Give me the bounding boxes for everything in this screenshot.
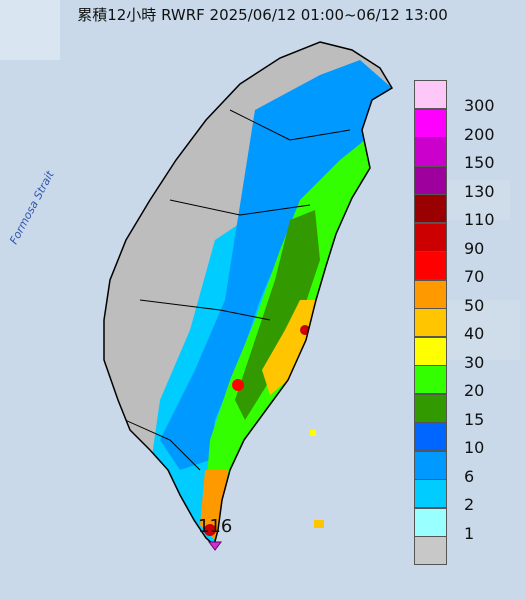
coastline <box>103 41 394 547</box>
legend-label: 130 <box>464 181 495 201</box>
legend-label: 50 <box>464 295 485 315</box>
legend-label: 150 <box>464 153 495 172</box>
legend-label: 70 <box>464 267 485 286</box>
legend-label: 20 <box>464 381 485 400</box>
legend-label: 110 <box>464 210 495 229</box>
legend-label: 90 <box>464 238 485 258</box>
legend-label: 200 <box>464 124 495 144</box>
county-border <box>139 299 271 321</box>
orchid-island-cell <box>314 520 324 528</box>
legend-swatch <box>414 251 447 280</box>
legend-swatch <box>414 393 447 423</box>
legend-swatch <box>414 137 447 166</box>
legend-swatch <box>414 279 447 309</box>
legend-swatch <box>414 80 447 109</box>
rain-band-50mm <box>200 470 228 540</box>
county-border <box>169 199 311 216</box>
legend-swatch <box>414 422 447 451</box>
legend-swatch <box>414 222 447 252</box>
legend-label: 30 <box>464 352 485 372</box>
legend-swatch <box>414 450 447 480</box>
legend-label: 40 <box>464 324 485 343</box>
legend-label: 6 <box>464 466 475 486</box>
legend-swatch <box>414 165 447 195</box>
legend-swatch <box>414 336 447 366</box>
triangle-marker-icon <box>208 541 222 551</box>
legend-label: 15 <box>464 409 485 429</box>
legend-label: 10 <box>464 438 485 457</box>
legend-swatch <box>414 479 447 508</box>
map-title: 累積12小時 RWRF 2025/06/12 01:00~06/12 13:00 <box>77 6 448 24</box>
rain-cell-south <box>204 524 216 536</box>
max-station-value: 116 <box>198 516 232 537</box>
county-border <box>229 109 351 141</box>
county-border <box>124 419 201 471</box>
legend-swatch <box>414 308 447 337</box>
legend-label: 2 <box>464 495 475 514</box>
legend-label: 1 <box>464 523 475 543</box>
rain-band-15mm <box>235 210 320 420</box>
legend-swatch <box>414 108 447 138</box>
legend-swatch <box>414 194 447 223</box>
rain-band-6mm <box>160 60 392 470</box>
rain-band-40mm <box>262 300 316 395</box>
legend-swatch <box>414 365 447 394</box>
legend-swatch <box>414 536 447 565</box>
green-island-cell <box>310 430 316 436</box>
rain-cell-70mm <box>232 379 244 391</box>
legend-swatch <box>414 507 447 537</box>
legend-label: 300 <box>464 96 495 115</box>
